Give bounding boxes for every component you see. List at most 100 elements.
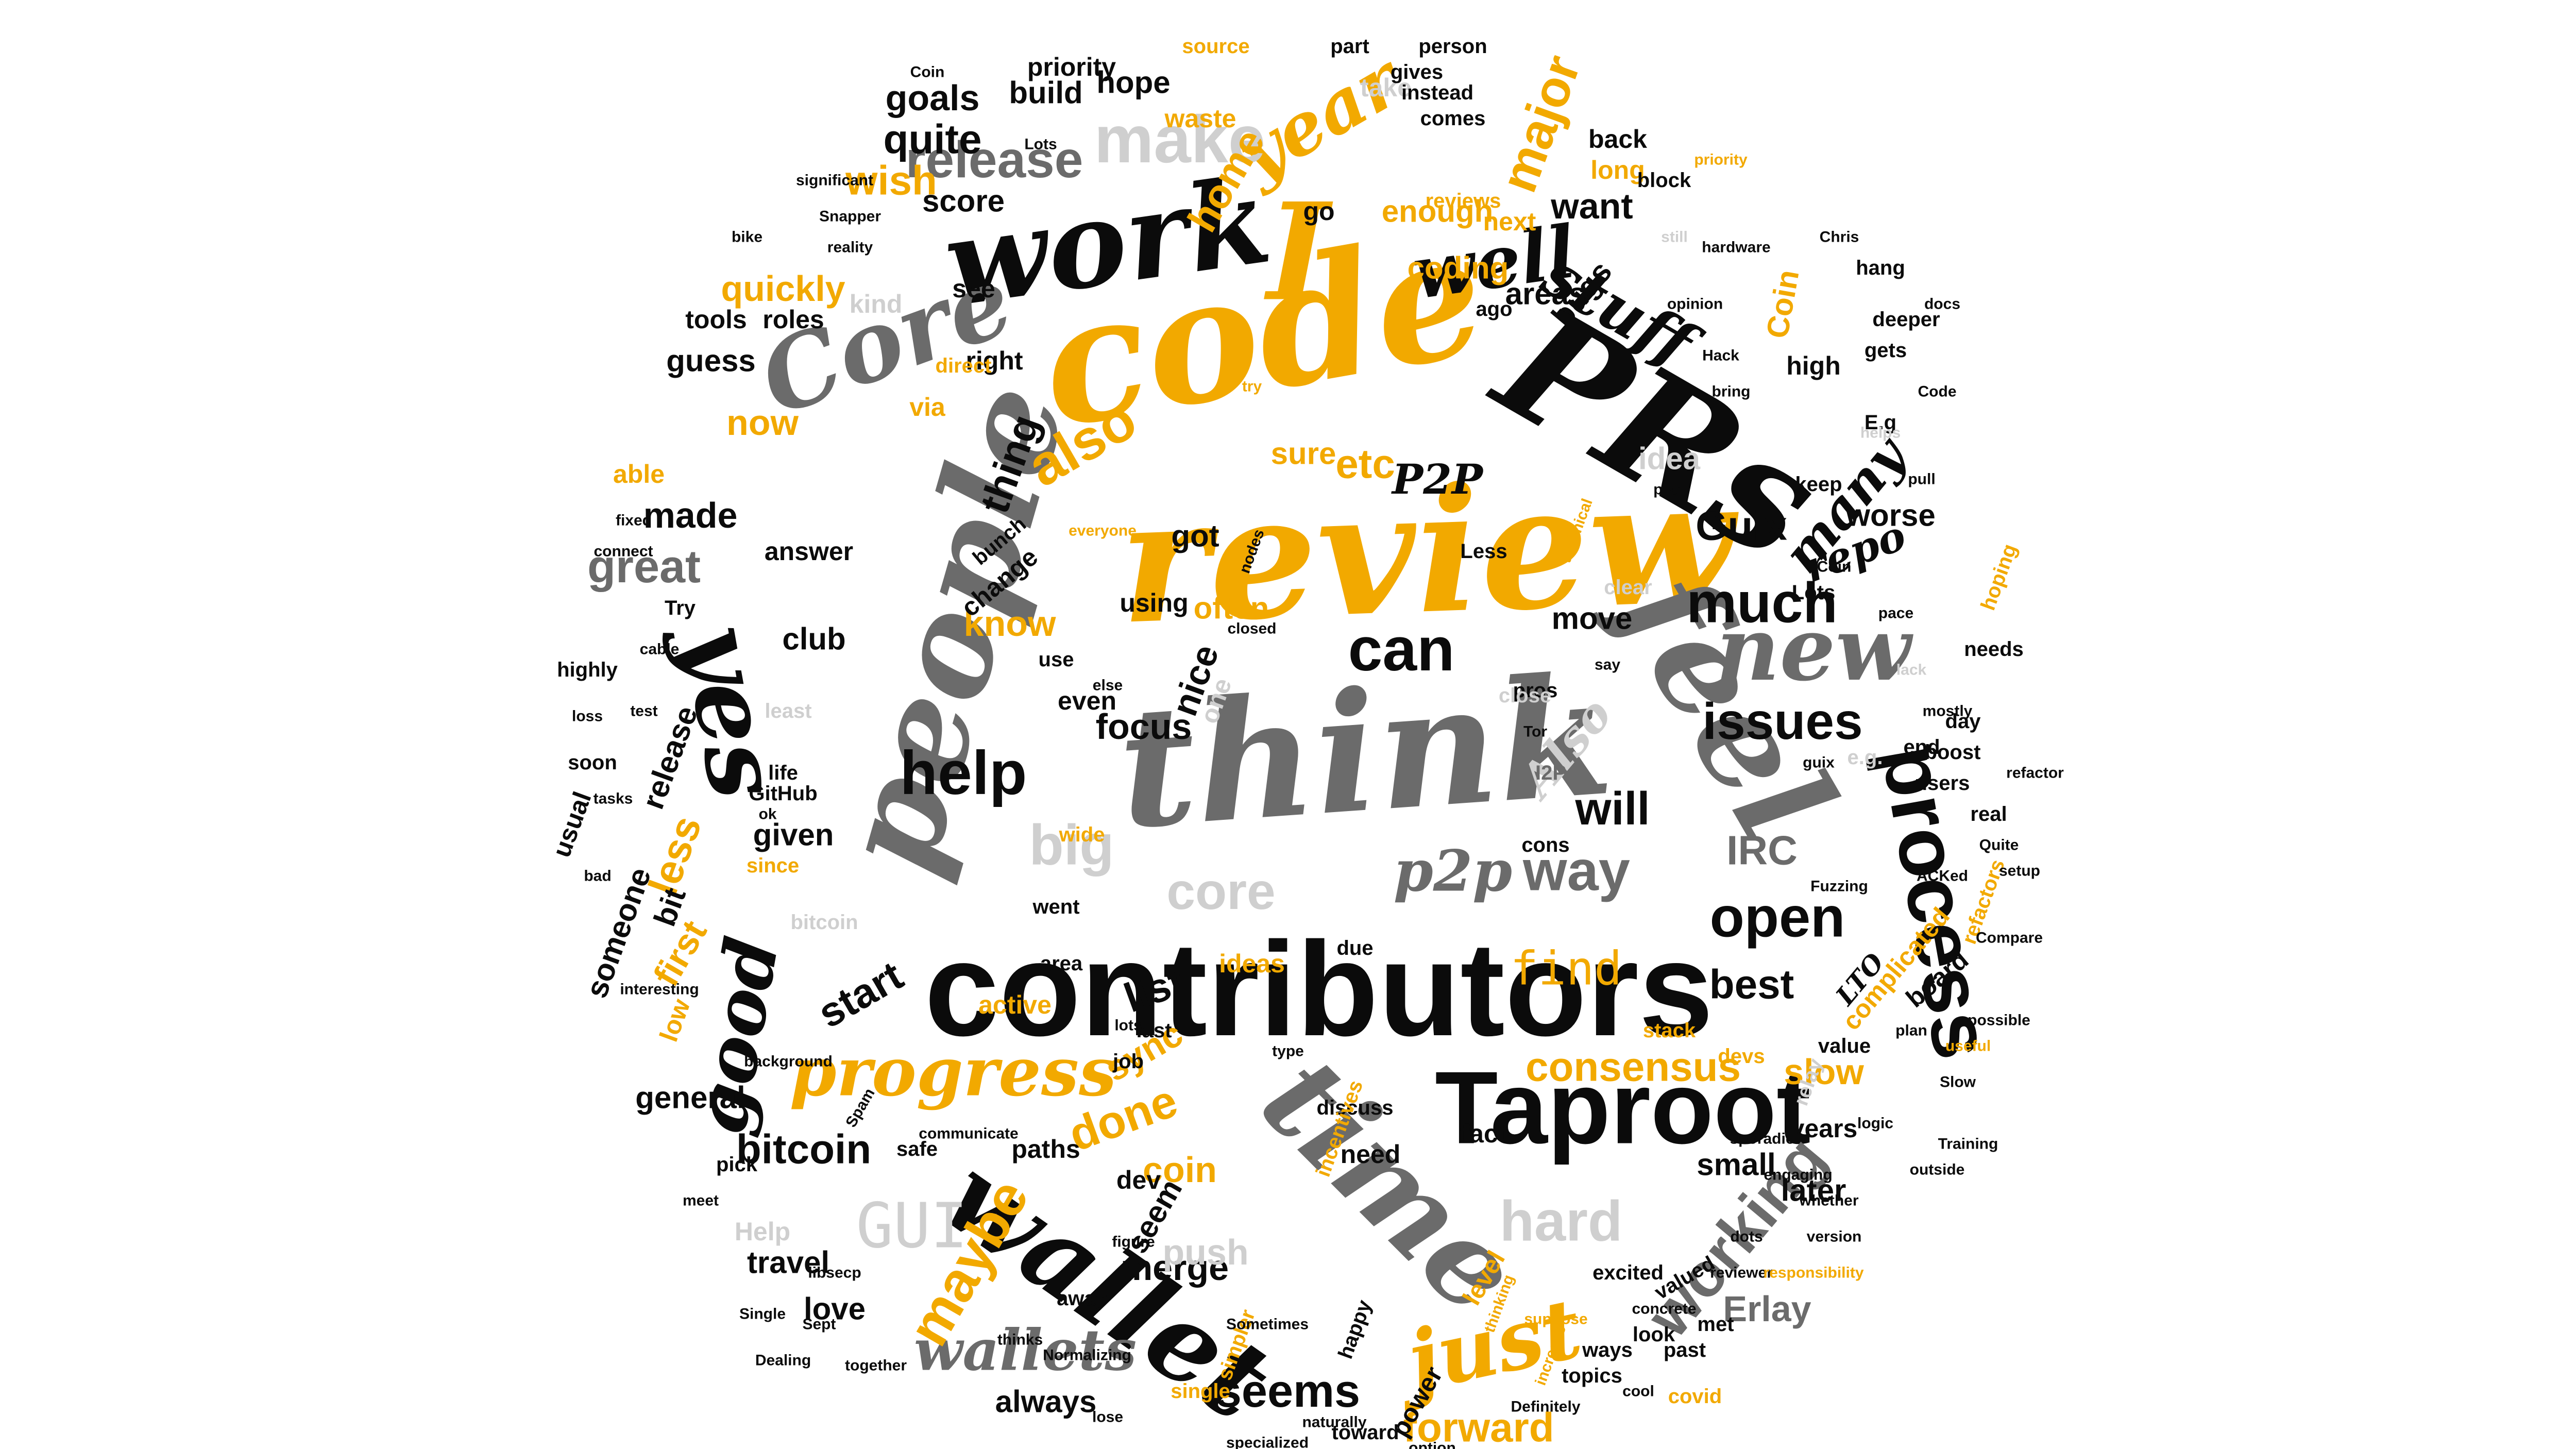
cloud-word-quite: Quite (1979, 837, 2019, 854)
cloud-word-consensus: consensus (1526, 1044, 1741, 1090)
cloud-word-discuss: discuss (1317, 1097, 1394, 1119)
cloud-word-coding: coding (1408, 251, 1509, 285)
cloud-word-cons: cons (1521, 834, 1569, 856)
cloud-word-lose: lose (1092, 1409, 1123, 1426)
cloud-word-closed: closed (1227, 620, 1276, 637)
cloud-word-general: general (635, 1081, 745, 1115)
cloud-word-try: Try (665, 597, 696, 619)
cloud-word-deeper: deeper (1872, 308, 1940, 331)
cloud-word-safe: safe (896, 1138, 938, 1160)
cloud-word-sometimes: Sometimes (1226, 1316, 1309, 1333)
cloud-word-users: users (1915, 772, 1970, 795)
cloud-word-big: big (1029, 814, 1114, 877)
cloud-word-direct: direct (936, 355, 992, 377)
cloud-word-able: able (613, 460, 665, 488)
cloud-word-loss: loss (572, 708, 603, 725)
cloud-word-met: met (1697, 1313, 1734, 1336)
cloud-word-club: club (782, 622, 845, 656)
cloud-word-least: least (765, 700, 811, 722)
cloud-word-quite: quite (883, 116, 981, 162)
cloud-word-together: together (845, 1357, 907, 1374)
cloud-word-chris: Chris (1820, 229, 1859, 246)
cloud-word-pros: pros (1513, 679, 1558, 702)
cloud-word-less: Less (1460, 540, 1507, 563)
cloud-word-coin: Coin (1817, 559, 1852, 576)
cloud-word-build: build (1009, 76, 1082, 110)
cloud-word-plan: plan (1653, 481, 1685, 498)
cloud-word-wallets: wallets (914, 1317, 1137, 1384)
cloud-word-acked: ACKed (1917, 868, 1968, 885)
cloud-word-bring: bring (1712, 383, 1751, 400)
cloud-word-opinion: opinion (1667, 296, 1723, 313)
cloud-word-guess: guess (666, 344, 755, 378)
cloud-word-went: went (1032, 896, 1079, 918)
cloud-word-cool: cool (1622, 1383, 1654, 1400)
cloud-word-person: person (1418, 35, 1487, 58)
cloud-word-comes: comes (1420, 107, 1486, 130)
cloud-word-taproot: Taproot (1435, 1051, 1811, 1166)
cloud-word-plan: plan (1895, 1022, 1927, 1039)
cloud-word-gets: gets (1865, 339, 1907, 362)
cloud-word-source: source (1182, 35, 1249, 58)
cloud-word-code: Code (1918, 383, 1957, 400)
cloud-word-interesting: interesting (620, 981, 699, 998)
cloud-word-even: even (1058, 686, 1116, 715)
cloud-word-option: option (1409, 1440, 1456, 1449)
cloud-word-value: value (1818, 1035, 1871, 1057)
cloud-word-open: open (1710, 886, 1845, 949)
cloud-word-ideas: ideas (1219, 949, 1285, 978)
cloud-word-back: back (1588, 125, 1647, 154)
cloud-word-away: away (1057, 1287, 1108, 1310)
cloud-word-due: due (1336, 937, 1373, 959)
cloud-word-suppose: suppose (1524, 1311, 1587, 1328)
cloud-word-block: block (1637, 169, 1691, 192)
cloud-word-life: life (768, 762, 798, 784)
cloud-word-can: can (1348, 615, 1455, 684)
cloud-word-concrete: concrete (1632, 1301, 1696, 1318)
cloud-word-help: help (900, 738, 1027, 807)
cloud-word-logic: logic (1857, 1115, 1893, 1132)
cloud-word-tasks: tasks (594, 790, 633, 807)
cloud-word-roles: roles (762, 305, 824, 334)
cloud-word-single: single (1171, 1380, 1230, 1403)
cloud-word-long: long (1590, 156, 1645, 184)
cloud-word-single: Single (739, 1306, 786, 1323)
cloud-word-mostly: mostly (1923, 703, 1973, 720)
cloud-word-slow: Slow (1940, 1074, 1976, 1091)
cloud-word-meet: meet (683, 1192, 719, 1209)
cloud-word-day: day (1945, 710, 1981, 733)
cloud-word-find: find (1511, 942, 1622, 996)
cloud-word-coin: Coin (910, 64, 945, 81)
cloud-word-p2p: P2P (1391, 455, 1484, 503)
cloud-word-fact: fact (1461, 1119, 1507, 1148)
cloud-word-try: try (1242, 378, 1262, 395)
cloud-word-lots: lots (1114, 1017, 1142, 1034)
cloud-word-compare: Compare (1976, 930, 2043, 947)
cloud-word-dev: dev (1116, 1166, 1161, 1194)
cloud-word-enough: enough (1382, 194, 1494, 229)
cloud-word-travel: travel (747, 1245, 829, 1280)
cloud-word-got: got (1171, 519, 1219, 553)
cloud-word-useful: useful (1945, 1038, 1991, 1055)
cloud-word-reviewer: reviewer (1710, 1265, 1773, 1282)
cloud-word-area: area (1040, 952, 1083, 975)
cloud-word-way: way (1522, 839, 1630, 903)
cloud-word-fuzzing: Fuzzing (1810, 878, 1868, 895)
cloud-word-background: background (744, 1053, 833, 1070)
cloud-word-significant: significant (796, 172, 873, 189)
cloud-word-bike: bike (732, 229, 762, 246)
cloud-word-past: past (1664, 1339, 1706, 1361)
cloud-word-think: think (1113, 639, 1618, 866)
cloud-word-via: via (909, 393, 946, 422)
cloud-word-keep: keep (1795, 473, 1842, 496)
cloud-word-lots: Lots (1792, 581, 1835, 604)
cloud-word-stack: stack (1643, 1019, 1696, 1042)
cloud-word-refactor: refactor (2006, 765, 2064, 782)
cloud-word-communicate: communicate (919, 1125, 1018, 1142)
cloud-word-pull: pull (1908, 471, 1935, 488)
cloud-word-years: years (1790, 1114, 1858, 1143)
cloud-word-paths: paths (1011, 1135, 1080, 1164)
cloud-word-go: go (1303, 197, 1334, 226)
